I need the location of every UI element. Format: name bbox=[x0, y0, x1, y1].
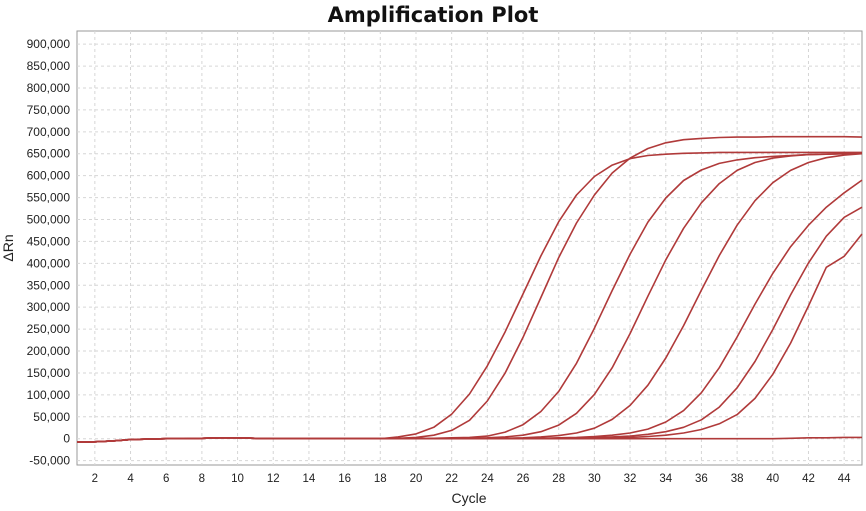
x-tick-label: 10 bbox=[231, 473, 244, 485]
x-tick-label: 30 bbox=[588, 473, 601, 485]
y-tick-labels: -50,000 0 50,000 100,000 150,000 200,000 250,0… bbox=[27, 37, 71, 467]
x-tick-label: 6 bbox=[163, 473, 169, 485]
x-tick-label: 14 bbox=[303, 473, 316, 485]
y-tick-label: 200,000 bbox=[27, 344, 71, 358]
x-tick-label: 8 bbox=[199, 473, 205, 485]
y-tick-label: 450,000 bbox=[27, 234, 71, 248]
amplification-curve-9 bbox=[76, 436, 862, 443]
y-tick-label: 850,000 bbox=[27, 59, 71, 73]
x-tick-label: 26 bbox=[517, 473, 530, 485]
x-tick-label: 12 bbox=[267, 473, 280, 485]
y-tick-label: 350,000 bbox=[27, 278, 71, 292]
y-axis-label: ΔRn bbox=[0, 234, 16, 261]
x-tick-label: 18 bbox=[374, 473, 387, 485]
y-tick-label: 0 bbox=[63, 432, 70, 446]
x-tick-label: 40 bbox=[766, 473, 779, 485]
x-tick-label: 16 bbox=[338, 473, 351, 485]
x-tick-label: 44 bbox=[838, 473, 851, 485]
y-tick-label: 250,000 bbox=[27, 322, 71, 336]
x-tick-label: 42 bbox=[802, 473, 815, 485]
y-tick-label: 50,000 bbox=[33, 410, 70, 424]
y-tick-label: 600,000 bbox=[27, 169, 71, 183]
y-tick-label: 400,000 bbox=[27, 256, 71, 270]
y-tick-label: -50,000 bbox=[29, 454, 70, 468]
y-tick-label: 500,000 bbox=[27, 213, 71, 227]
x-tick-label: 34 bbox=[659, 473, 672, 485]
x-tick-label: 4 bbox=[127, 473, 134, 485]
x-tick-label: 20 bbox=[410, 473, 423, 485]
y-tick-label: 650,000 bbox=[27, 147, 71, 161]
x-tick-label: 22 bbox=[445, 473, 458, 485]
amplification-curves bbox=[76, 135, 863, 443]
x-tick-label: 28 bbox=[552, 473, 565, 485]
y-tick-label: 150,000 bbox=[27, 366, 71, 380]
y-tick-label: 750,000 bbox=[27, 103, 71, 117]
x-tick-labels: 2 4 6 8 10 12 14 16 18 20 22 24 26 28 30 32 34 36 38 40 42 44 bbox=[92, 473, 852, 485]
x-tick-label: 2 bbox=[92, 473, 98, 485]
x-tick-label: 36 bbox=[695, 473, 708, 485]
y-tick-label: 550,000 bbox=[27, 191, 71, 205]
grid-lines bbox=[77, 31, 862, 465]
y-tick-label: 800,000 bbox=[27, 81, 71, 95]
y-tick-label: 300,000 bbox=[27, 300, 71, 314]
x-tick-label: 38 bbox=[731, 473, 744, 485]
y-tick-label: 900,000 bbox=[27, 37, 71, 51]
x-axis-label: Cycle bbox=[451, 490, 486, 506]
y-tick-label: 700,000 bbox=[27, 125, 71, 139]
x-tick-label: 24 bbox=[481, 473, 494, 485]
x-tick-label: 32 bbox=[624, 473, 637, 485]
plot-area bbox=[76, 30, 863, 466]
chart-title: Amplification Plot bbox=[327, 3, 539, 27]
y-tick-label: 100,000 bbox=[27, 388, 71, 402]
